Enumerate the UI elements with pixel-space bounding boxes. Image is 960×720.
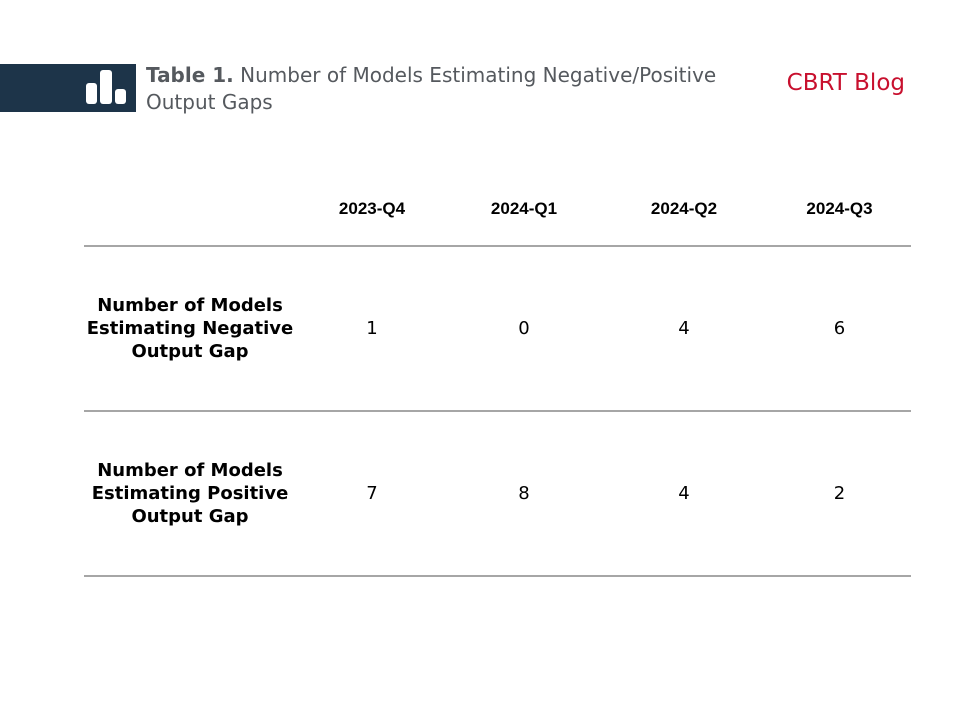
row-label-negative: Number of Models Estimating Negative Out… — [84, 246, 296, 412]
table-caption: Number of Models Estimating Negative/Pos… — [146, 63, 717, 114]
table-number: Table 1. — [146, 63, 234, 87]
cell-positive-2024-q3: 2 — [768, 411, 911, 577]
header-cell-2024-q2: 2024-Q2 — [600, 173, 768, 247]
logo-band — [0, 64, 136, 112]
header-cell-empty — [84, 173, 296, 247]
table-header-row: 2023-Q4 2024-Q1 2024-Q2 2024-Q3 — [84, 173, 911, 247]
header-cell-2023-q4: 2023-Q4 — [296, 173, 448, 247]
cell-negative-2024-q2: 4 — [600, 246, 768, 412]
cell-negative-2023-q4: 1 — [296, 246, 448, 412]
cell-positive-2024-q2: 4 — [600, 411, 768, 577]
bar-chart-icon — [86, 70, 126, 104]
cell-negative-2024-q1: 0 — [448, 246, 600, 412]
table-title: Table 1. Number of Models Estimating Neg… — [146, 62, 746, 116]
brand-name: CBRT Blog — [786, 70, 905, 96]
output-gap-table: 2023-Q4 2024-Q1 2024-Q2 2024-Q3 Number o… — [84, 173, 911, 577]
table-row-positive: Number of Models Estimating Positive Out… — [84, 411, 911, 577]
row-label-positive: Number of Models Estimating Positive Out… — [84, 411, 296, 577]
table-row-negative: Number of Models Estimating Negative Out… — [84, 246, 911, 412]
cell-positive-2024-q1: 8 — [448, 411, 600, 577]
cell-negative-2024-q3: 6 — [768, 246, 911, 412]
header-cell-2024-q3: 2024-Q3 — [768, 173, 911, 247]
cell-positive-2023-q4: 7 — [296, 411, 448, 577]
header-cell-2024-q1: 2024-Q1 — [448, 173, 600, 247]
